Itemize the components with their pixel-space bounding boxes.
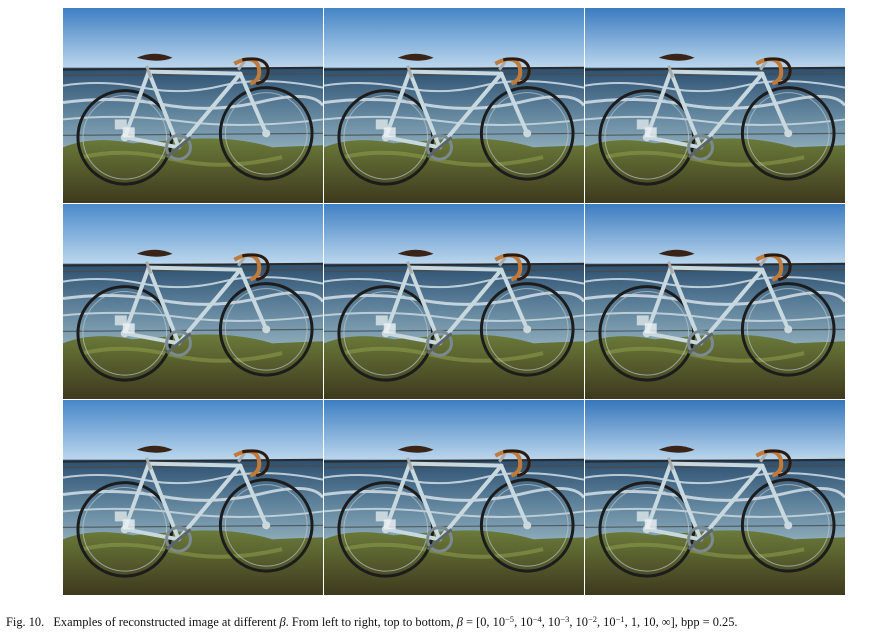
figure-caption: Fig. 10. Examples of reconstructed image… — [6, 615, 880, 630]
caption-sep-4: , 10 — [596, 615, 616, 629]
bicycle-image — [324, 8, 584, 203]
reconstruction-tile — [324, 204, 585, 400]
caption-sep-2: , 10 — [541, 615, 561, 629]
figure-label: Fig. 10. — [6, 615, 45, 629]
caption-text-1: Examples of reconstructed image at diffe… — [53, 615, 277, 629]
caption-sep-1: , 10 — [514, 615, 533, 629]
caption-sep-3: , 10 — [569, 615, 588, 629]
bicycle-image — [324, 204, 584, 399]
caption-exp-3: −3 — [560, 614, 570, 624]
caption-tail: , 1, 10, ∞], bpp = 0.25. — [624, 615, 738, 629]
caption-exp-5: −1 — [615, 614, 625, 624]
bicycle-image — [585, 400, 845, 595]
reconstruction-tile — [63, 8, 324, 204]
reconstruction-grid — [63, 8, 846, 596]
bicycle-image — [63, 8, 323, 203]
reconstruction-tile — [63, 204, 324, 400]
caption-eq-open: = [0, 10 — [462, 615, 506, 629]
bicycle-image — [63, 204, 323, 399]
caption-exp-1: −5 — [505, 614, 515, 624]
reconstruction-tile — [63, 400, 324, 596]
bicycle-image — [324, 400, 584, 595]
caption-beta-symbol: β — [279, 615, 286, 629]
reconstruction-tile — [324, 8, 585, 204]
reconstruction-tile — [585, 400, 846, 596]
caption-beta-equation-symbol: β — [456, 615, 463, 629]
caption-text-2: . From left to right, top to bottom, — [285, 615, 454, 629]
bicycle-image — [63, 400, 323, 595]
caption-exp-2: −4 — [532, 614, 542, 624]
bicycle-image — [585, 8, 845, 203]
bicycle-image — [585, 204, 845, 399]
caption-exp-4: −2 — [587, 614, 597, 624]
reconstruction-tile — [585, 204, 846, 400]
reconstruction-tile — [585, 8, 846, 204]
reconstruction-tile — [324, 400, 585, 596]
